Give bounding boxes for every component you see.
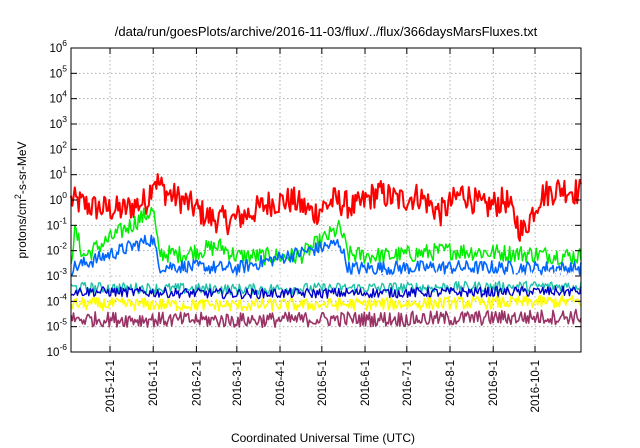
y-tick-label: 101 bbox=[49, 165, 67, 182]
x-tick-label: 2016-6-1 bbox=[360, 360, 372, 406]
series-line bbox=[70, 294, 582, 312]
y-tick-label: 10-6 bbox=[47, 342, 68, 359]
series-line bbox=[70, 308, 582, 329]
x-tick-label: 2016-3-1 bbox=[232, 360, 244, 406]
x-tick-label: 2016-7-1 bbox=[402, 360, 414, 406]
x-tick-label: 2016-10-1 bbox=[530, 360, 542, 412]
series-line bbox=[70, 173, 582, 242]
y-tick-label: 100 bbox=[49, 190, 67, 207]
series-line bbox=[70, 285, 582, 300]
y-tick-label: 106 bbox=[49, 38, 67, 55]
x-tick-label: 2016-1-1 bbox=[148, 360, 160, 406]
y-tick-label: 10-3 bbox=[47, 266, 68, 283]
y-axis-label: protons/cm2-s-sr-MeV bbox=[13, 141, 29, 258]
ticks bbox=[71, 47, 581, 353]
series-line bbox=[70, 206, 582, 266]
y-tick-label: 10-1 bbox=[47, 215, 68, 232]
y-tick-label: 10-2 bbox=[47, 241, 68, 258]
x-axis-label: Coordinated Universal Time (UTC) bbox=[231, 431, 415, 445]
y-tick-label: 102 bbox=[49, 139, 67, 156]
x-tick-label: 2015-12-1 bbox=[105, 360, 117, 412]
x-tick-label: 2016-2-1 bbox=[191, 360, 203, 406]
y-tick-label: 10-4 bbox=[47, 291, 68, 308]
x-tick-label: 2016-5-1 bbox=[317, 360, 329, 406]
x-tick-labels: 2015-12-1 2016-1-1 2016-2-1 2016-3-1 2016-4-… bbox=[105, 360, 542, 412]
x-tick-label: 2016-4-1 bbox=[275, 360, 287, 406]
y-tick-label: 10-5 bbox=[47, 317, 68, 334]
y-tick-label: 104 bbox=[49, 89, 67, 106]
series-line bbox=[70, 234, 582, 277]
y-tick-label: 103 bbox=[49, 114, 67, 131]
chart-title: /data/run/goesPlots/archive/2016-11-03/f… bbox=[115, 24, 538, 39]
series-layer bbox=[70, 173, 582, 329]
x-tick-label: 2016-9-1 bbox=[488, 360, 500, 406]
series-line bbox=[70, 269, 582, 285]
y-tick-labels: 10-6 10-5 10-4 10-3 10-2 10-1 100 101 102 103 104 1… bbox=[47, 38, 68, 359]
y-tick-label: 105 bbox=[49, 63, 67, 80]
x-tick-label: 2016-8-1 bbox=[445, 360, 457, 406]
